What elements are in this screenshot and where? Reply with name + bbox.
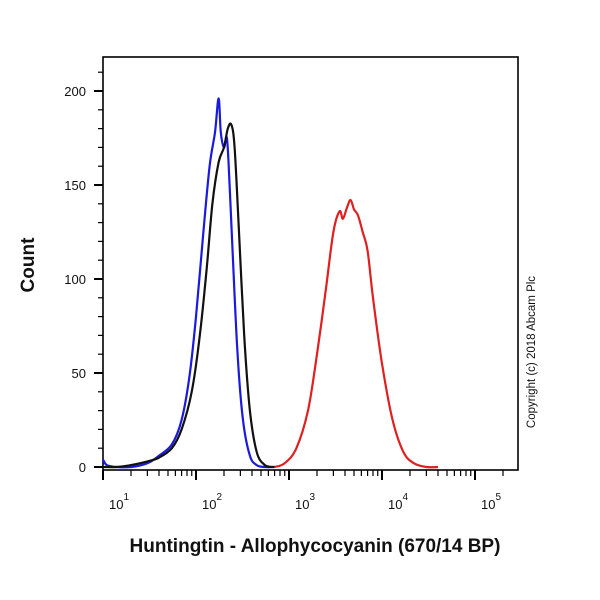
y-tick-label: 200 (64, 84, 86, 99)
x-tick-label: 103 (295, 492, 315, 512)
plot-frame (102, 56, 519, 471)
y-tick-label: 150 (64, 178, 86, 193)
series-line-1 (102, 122, 275, 469)
y-tick-label: 100 (64, 272, 86, 287)
y-tick-label: 50 (72, 366, 86, 381)
y-tick-label: 0 (79, 460, 86, 475)
series-layer (102, 97, 439, 469)
x-axis-title: Huntingtin - Allophycocyanin (670/14 BP) (130, 536, 501, 557)
x-tick-label: 104 (388, 492, 408, 512)
series-line-0 (102, 97, 275, 469)
y-axis: 0 50 100 150 200 (64, 71, 103, 475)
x-axis: 101 102 103 104 105 (102, 470, 504, 512)
x-tick-label: 101 (109, 492, 129, 512)
x-tick-label: 105 (481, 492, 501, 512)
y-axis-title: Count (18, 237, 39, 293)
x-tick-label: 102 (202, 492, 222, 512)
copyright-annotation: Copyright (c) 2018 Abcam Plc (526, 276, 538, 428)
series-line-2 (274, 198, 439, 469)
